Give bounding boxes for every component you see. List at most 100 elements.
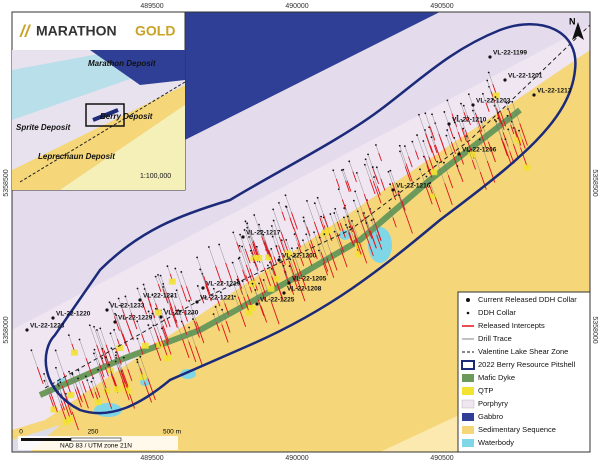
ddh-collar: [430, 136, 433, 139]
intercept: [496, 108, 505, 130]
qtp: [168, 278, 176, 285]
shear-zone: [44, 24, 590, 389]
ddh-collar: [289, 258, 292, 261]
current-collar: [255, 302, 259, 306]
ddh-collar: [397, 190, 400, 193]
drill-hole-label: VL-22-1210: [452, 117, 487, 124]
ddh-collar: [446, 99, 449, 102]
ddh-collar: [254, 289, 257, 291]
ddh-collar: [163, 308, 165, 311]
porphyry-band: [12, 12, 590, 330]
ddh-collar: [370, 219, 373, 222]
inset-scale: 1:100,000: [140, 173, 171, 180]
intercept: [380, 178, 386, 191]
intercept: [100, 372, 108, 392]
drill-hole-label: VL-22-1208: [287, 286, 322, 293]
ddh-collar: [180, 271, 183, 273]
legend-label: Porphyry: [478, 399, 508, 408]
ddh-collar: [284, 194, 287, 197]
ddh-collar: [303, 220, 305, 223]
logo-word: MARATHON: [36, 23, 117, 39]
ddh-collar: [472, 109, 474, 112]
ddh-collar: [272, 219, 275, 222]
ddh-collar: [363, 163, 366, 166]
intercept: [96, 344, 104, 365]
intercept: [260, 306, 268, 323]
current-collar: [391, 188, 395, 192]
intercept: [273, 256, 277, 265]
intercept: [340, 249, 348, 268]
intercept: [166, 318, 171, 328]
intercept: [322, 262, 328, 276]
map-frame: [11, 11, 591, 453]
ddh-collar: [419, 168, 421, 171]
ddh-collar: [270, 225, 273, 227]
legend-label: Waterbody: [478, 438, 514, 447]
ddh-collar: [90, 380, 93, 383]
ddh-collar: [212, 287, 215, 290]
intercept: [180, 284, 188, 302]
intercept: [347, 219, 354, 233]
drill-hole-label: VL-22-1230: [164, 310, 199, 317]
ddh-collar: [486, 79, 489, 82]
intercept: [444, 183, 453, 206]
intercept: [461, 128, 467, 142]
ddh-collar: [114, 354, 117, 357]
intercept: [408, 156, 413, 168]
intercept: [126, 320, 133, 337]
intercept: [457, 131, 462, 142]
inset-label: Sprite Deposit: [16, 123, 71, 132]
ddh-collar: [108, 363, 110, 366]
ddh-collar: [442, 161, 445, 164]
ddh-collar: [214, 305, 217, 308]
ddh-collar: [480, 121, 483, 124]
ddh-collar: [511, 100, 514, 103]
intercept: [447, 175, 454, 189]
qtp: [265, 254, 273, 261]
legend-symbol: [462, 374, 474, 382]
ddh-collar: [113, 328, 115, 331]
intercept: [514, 127, 522, 146]
ddh-collar: [355, 172, 358, 174]
ddh-collar: [246, 222, 249, 225]
qtp: [267, 285, 275, 292]
intercept: [451, 113, 458, 127]
ddh-collar: [93, 348, 96, 351]
ddh-collar: [154, 275, 157, 278]
ddh-collar: [354, 190, 357, 193]
intercept: [310, 239, 318, 260]
drill-hole-label: VL-22-1213: [537, 88, 572, 95]
current-collar: [241, 235, 245, 239]
waterbody: [339, 230, 351, 240]
ddh-collar: [207, 246, 210, 248]
qtp: [103, 388, 111, 395]
intercept: [346, 180, 352, 192]
qtp: [62, 419, 70, 426]
intercept: [479, 129, 487, 150]
qtp: [94, 399, 102, 406]
ddh-collar: [342, 216, 345, 219]
current-collar: [457, 152, 461, 156]
ddh-collar: [425, 175, 428, 178]
ddh-collar: [505, 101, 508, 104]
ddh-collar: [272, 208, 275, 211]
intercept: [466, 115, 471, 126]
ddh-collar: [518, 129, 520, 132]
ddh-collar: [389, 183, 391, 186]
intercept: [336, 221, 341, 231]
intercept: [354, 235, 362, 255]
ddh-collar: [348, 160, 351, 163]
inset-label: Berry Deposit: [100, 112, 153, 121]
intercept: [339, 223, 346, 238]
ddh-collar: [446, 129, 449, 131]
intercept: [345, 180, 350, 192]
intercept: [130, 312, 138, 330]
intercept: [348, 231, 355, 246]
qtp: [355, 251, 363, 258]
ddh-collar: [372, 218, 375, 221]
intercept: [392, 217, 397, 228]
intercept: [76, 386, 82, 400]
ddh-collar: [431, 113, 433, 116]
current-collar: [195, 300, 199, 304]
